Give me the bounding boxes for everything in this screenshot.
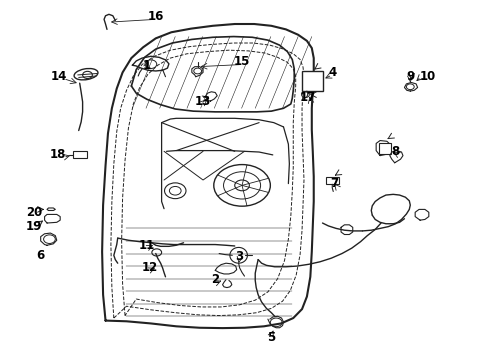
FancyBboxPatch shape — [302, 71, 322, 91]
Text: 19: 19 — [25, 220, 42, 233]
FancyBboxPatch shape — [378, 143, 390, 154]
Text: 20: 20 — [26, 206, 42, 219]
Text: 3: 3 — [235, 249, 243, 262]
Text: 8: 8 — [391, 145, 399, 158]
Text: 17: 17 — [299, 91, 315, 104]
FancyBboxPatch shape — [73, 151, 87, 158]
Text: 18: 18 — [50, 148, 66, 161]
Text: 12: 12 — [141, 261, 157, 274]
Text: 1: 1 — [142, 59, 151, 72]
Text: 10: 10 — [418, 69, 435, 82]
Text: 15: 15 — [233, 55, 250, 68]
Text: 5: 5 — [266, 331, 275, 344]
Text: 7: 7 — [330, 177, 338, 190]
Text: 16: 16 — [147, 10, 163, 23]
Text: 11: 11 — [139, 239, 155, 252]
Text: 13: 13 — [195, 95, 211, 108]
Text: 4: 4 — [327, 66, 336, 79]
Text: 2: 2 — [211, 273, 219, 286]
FancyBboxPatch shape — [326, 177, 338, 184]
Text: 6: 6 — [37, 249, 45, 262]
Text: 14: 14 — [51, 69, 67, 82]
Text: 9: 9 — [406, 69, 413, 82]
